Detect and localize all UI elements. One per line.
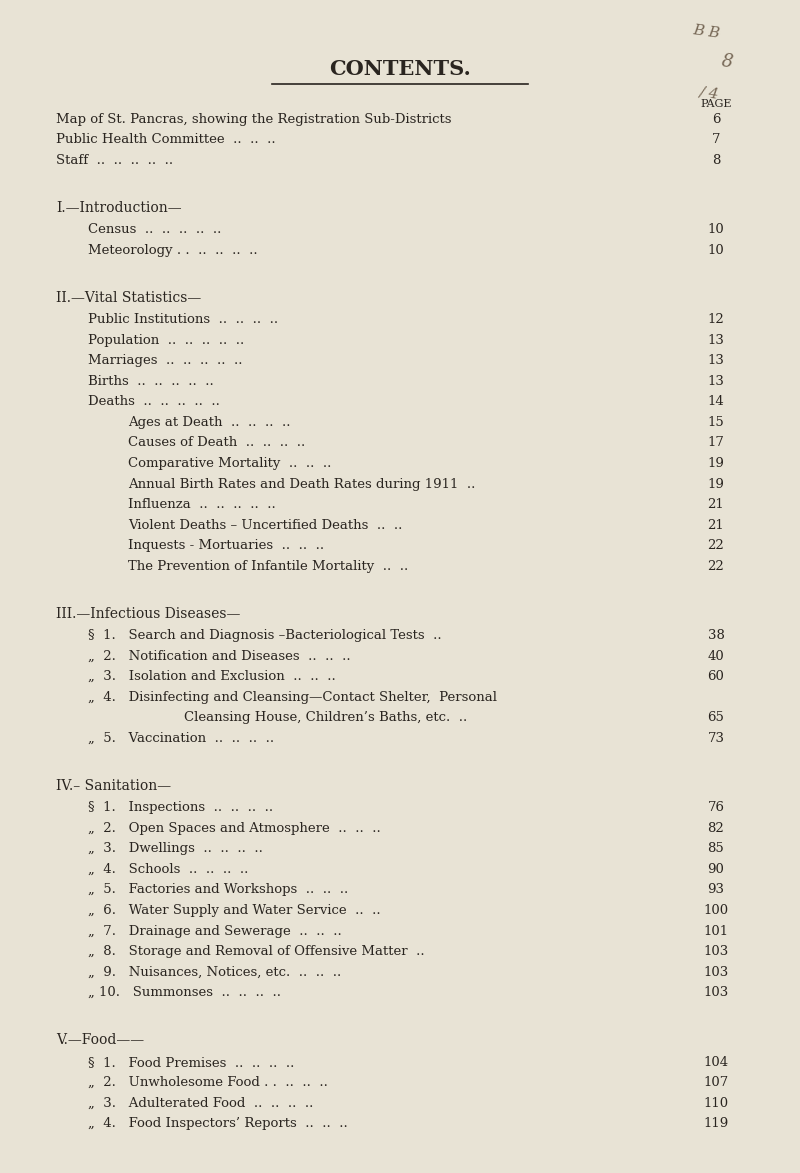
Text: „  4.   Food Inspectors’ Reports  ..  ..  ..: „ 4. Food Inspectors’ Reports .. .. .. <box>88 1117 348 1131</box>
Text: 10: 10 <box>708 244 724 257</box>
Text: B B: B B <box>692 22 721 41</box>
Text: 103: 103 <box>703 965 729 978</box>
Text: 40: 40 <box>708 650 724 663</box>
Text: 7: 7 <box>712 134 720 147</box>
Text: Violent Deaths – Uncertified Deaths  ..  ..: Violent Deaths – Uncertified Deaths .. .… <box>128 518 402 531</box>
Text: Meteorology . .  ..  ..  ..  ..: Meteorology . . .. .. .. .. <box>88 244 258 257</box>
Text: Causes of Death  ..  ..  ..  ..: Causes of Death .. .. .. .. <box>128 436 306 449</box>
Text: 12: 12 <box>708 313 724 326</box>
Text: Influenza  ..  ..  ..  ..  ..: Influenza .. .. .. .. .. <box>128 499 276 511</box>
Text: 60: 60 <box>707 670 725 683</box>
Text: / 4: / 4 <box>698 84 719 102</box>
Text: 13: 13 <box>707 375 725 388</box>
Text: 21: 21 <box>708 499 724 511</box>
Text: 15: 15 <box>708 416 724 429</box>
Text: II.—Vital Statistics—: II.—Vital Statistics— <box>56 291 202 305</box>
Text: 73: 73 <box>707 732 725 745</box>
Text: 104: 104 <box>703 1056 729 1069</box>
Text: 76: 76 <box>707 801 725 814</box>
Text: §  1.   Search and Diagnosis –Bacteriological Tests  ..: § 1. Search and Diagnosis –Bacteriologic… <box>88 629 442 642</box>
Text: Cleansing House, Children’s Baths, etc.  ..: Cleansing House, Children’s Baths, etc. … <box>184 711 467 724</box>
Text: Births  ..  ..  ..  ..  ..: Births .. .. .. .. .. <box>88 375 214 388</box>
Text: „  2.   Open Spaces and Atmosphere  ..  ..  ..: „ 2. Open Spaces and Atmosphere .. .. .. <box>88 822 381 835</box>
Text: 6: 6 <box>712 113 720 126</box>
Text: Staff  ..  ..  ..  ..  ..: Staff .. .. .. .. .. <box>56 154 173 167</box>
Text: Census  ..  ..  ..  ..  ..: Census .. .. .. .. .. <box>88 223 222 236</box>
Text: 22: 22 <box>708 540 724 552</box>
Text: 110: 110 <box>703 1097 729 1110</box>
Text: 90: 90 <box>707 863 725 876</box>
Text: „  3.   Isolation and Exclusion  ..  ..  ..: „ 3. Isolation and Exclusion .. .. .. <box>88 670 336 683</box>
Text: 14: 14 <box>708 395 724 408</box>
Text: „  9.   Nuisances, Notices, etc.  ..  ..  ..: „ 9. Nuisances, Notices, etc. .. .. .. <box>88 965 342 978</box>
Text: 17: 17 <box>707 436 725 449</box>
Text: Ages at Death  ..  ..  ..  ..: Ages at Death .. .. .. .. <box>128 416 290 429</box>
Text: 82: 82 <box>708 822 724 835</box>
Text: 119: 119 <box>703 1117 729 1131</box>
Text: „  7.   Drainage and Sewerage  ..  ..  ..: „ 7. Drainage and Sewerage .. .. .. <box>88 924 342 937</box>
Text: 8: 8 <box>712 154 720 167</box>
Text: 101: 101 <box>703 924 729 937</box>
Text: §  1.   Food Premises  ..  ..  ..  ..: § 1. Food Premises .. .. .. .. <box>88 1056 294 1069</box>
Text: „  6.   Water Supply and Water Service  ..  ..: „ 6. Water Supply and Water Service .. .… <box>88 904 381 917</box>
Text: „ 10.   Summonses  ..  ..  ..  ..: „ 10. Summonses .. .. .. .. <box>88 986 281 999</box>
Text: „  4.   Schools  ..  ..  ..  ..: „ 4. Schools .. .. .. .. <box>88 863 248 876</box>
Text: 107: 107 <box>703 1076 729 1090</box>
Text: I.—Introduction—: I.—Introduction— <box>56 201 182 215</box>
Text: Marriages  ..  ..  ..  ..  ..: Marriages .. .. .. .. .. <box>88 354 242 367</box>
Text: 65: 65 <box>707 711 725 724</box>
Text: IV.– Sanitation—: IV.– Sanitation— <box>56 779 171 793</box>
Text: The Prevention of Infantile Mortality  ..  ..: The Prevention of Infantile Mortality ..… <box>128 560 408 572</box>
Text: 10: 10 <box>708 223 724 236</box>
Text: 103: 103 <box>703 945 729 958</box>
Text: 8: 8 <box>720 53 734 72</box>
Text: „  3.   Dwellings  ..  ..  ..  ..: „ 3. Dwellings .. .. .. .. <box>88 842 263 855</box>
Text: „  5.   Vaccination  ..  ..  ..  ..: „ 5. Vaccination .. .. .. .. <box>88 732 274 745</box>
Text: Population  ..  ..  ..  ..  ..: Population .. .. .. .. .. <box>88 334 244 347</box>
Text: 13: 13 <box>707 354 725 367</box>
Text: Public Institutions  ..  ..  ..  ..: Public Institutions .. .. .. .. <box>88 313 278 326</box>
Text: 38: 38 <box>707 629 725 642</box>
Text: 85: 85 <box>708 842 724 855</box>
Text: §  1.   Inspections  ..  ..  ..  ..: § 1. Inspections .. .. .. .. <box>88 801 273 814</box>
Text: Map of St. Pancras, showing the Registration Sub-Districts: Map of St. Pancras, showing the Registra… <box>56 113 451 126</box>
Text: 22: 22 <box>708 560 724 572</box>
Text: III.—Infectious Diseases—: III.—Infectious Diseases— <box>56 606 240 621</box>
Text: V.—Food——: V.—Food—— <box>56 1033 144 1047</box>
Text: 21: 21 <box>708 518 724 531</box>
Text: Inquests - Mortuaries  ..  ..  ..: Inquests - Mortuaries .. .. .. <box>128 540 324 552</box>
Text: PAGE: PAGE <box>700 99 732 109</box>
Text: 103: 103 <box>703 986 729 999</box>
Text: „  5.   Factories and Workshops  ..  ..  ..: „ 5. Factories and Workshops .. .. .. <box>88 883 348 896</box>
Text: 19: 19 <box>707 477 725 490</box>
Text: 13: 13 <box>707 334 725 347</box>
Text: „  2.   Unwholesome Food . .  ..  ..  ..: „ 2. Unwholesome Food . . .. .. .. <box>88 1076 328 1090</box>
Text: Public Health Committee  ..  ..  ..: Public Health Committee .. .. .. <box>56 134 276 147</box>
Text: Comparative Mortality  ..  ..  ..: Comparative Mortality .. .. .. <box>128 457 331 470</box>
Text: „  3.   Adulterated Food  ..  ..  ..  ..: „ 3. Adulterated Food .. .. .. .. <box>88 1097 314 1110</box>
Text: Deaths  ..  ..  ..  ..  ..: Deaths .. .. .. .. .. <box>88 395 220 408</box>
Text: 19: 19 <box>707 457 725 470</box>
Text: Annual Birth Rates and Death Rates during 1911  ..: Annual Birth Rates and Death Rates durin… <box>128 477 475 490</box>
Text: 100: 100 <box>703 904 729 917</box>
Text: 93: 93 <box>707 883 725 896</box>
Text: CONTENTS.: CONTENTS. <box>329 59 471 79</box>
Text: „  4.   Disinfecting and Cleansing—Contact Shelter,  Personal: „ 4. Disinfecting and Cleansing—Contact … <box>88 691 497 704</box>
Text: „  8.   Storage and Removal of Offensive Matter  ..: „ 8. Storage and Removal of Offensive Ma… <box>88 945 425 958</box>
Text: „  2.   Notification and Diseases  ..  ..  ..: „ 2. Notification and Diseases .. .. .. <box>88 650 350 663</box>
